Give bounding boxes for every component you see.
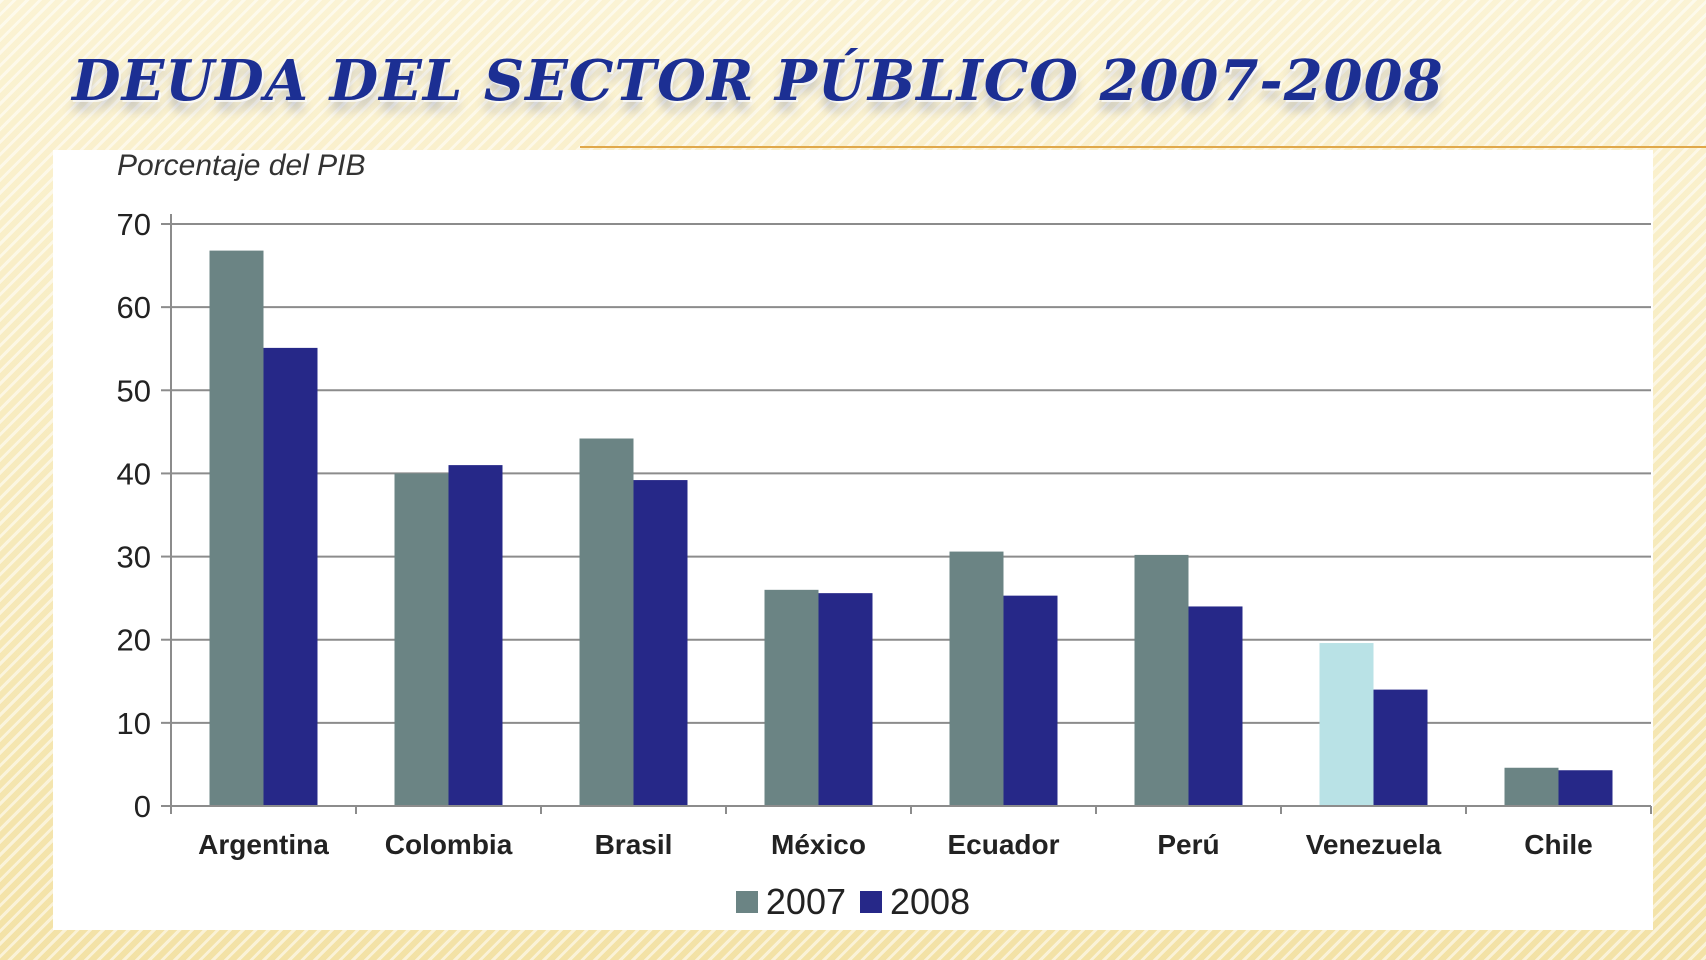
title-divider [580,146,1706,148]
x-tick-label: Chile [1524,829,1592,860]
bar-2008-Chile [1558,770,1613,806]
legend-swatch-2008 [860,891,882,913]
x-tick-label: Argentina [198,829,329,860]
bar-2007-Brasil [579,438,634,806]
bar-2007-Chile [1504,767,1559,806]
bar-2008-México [818,593,873,806]
x-tick-label: Venezuela [1306,829,1442,860]
legend-label-2008: 2008 [890,881,971,922]
x-axis-ticks: Argentina Colombia Brasil México Ecuador Perú… [198,829,1593,860]
chart-panel: Porcentaje del PIB 0 10 20 30 40 50 60 70 Argen… [53,150,1653,930]
y-tick-label: 30 [117,540,151,575]
bar-2008-Brasil [633,480,688,806]
bar-2008-Ecuador [1003,595,1058,806]
bars [209,250,1613,806]
gridlines [171,223,1651,724]
x-tick-label: Ecuador [947,829,1059,860]
x-tick-label: México [771,829,866,860]
bar-chart: Porcentaje del PIB 0 10 20 30 40 50 60 70 Argen… [117,150,1652,860]
bar-2008-Colombia [448,465,503,806]
y-tick-label: 70 [117,207,151,242]
bar-2008-Argentina [263,347,318,806]
bar-2007-Argentina [209,250,264,806]
y-axis-ticks: 0 10 20 30 40 50 60 70 [117,207,171,824]
y-tick-label: 10 [117,706,151,741]
y-tick-label: 20 [117,623,151,658]
y-tick-label: 0 [134,789,151,824]
bar-2008-Perú [1188,606,1243,806]
bar-2007-Ecuador [949,551,1004,806]
legend-item-2008: 2008 [860,881,970,923]
bar-2007-Venezuela [1319,643,1374,806]
y-tick-label: 60 [117,290,151,325]
legend-item-2007: 2007 [735,881,846,923]
bar-2008-Venezuela [1373,689,1428,806]
legend-label-2007: 2007 [765,881,846,922]
slide-title: DEUDA DEL SECTOR PÚBLICO 2007-2008 [72,48,1444,114]
bar-2007-México [764,589,819,806]
legend: 2007 2008 [53,880,1653,924]
x-axis [170,214,1652,814]
x-tick-label: Colombia [385,829,513,860]
y-tick-label: 50 [117,373,151,408]
legend-swatch-2007 [735,891,758,913]
x-tick-label: Brasil [595,829,673,860]
y-tick-label: 40 [117,456,151,491]
y-axis-label: Porcentaje del PIB [117,150,365,182]
bar-2007-Colombia [394,473,449,806]
bar-2007-Perú [1134,554,1189,806]
x-tick-label: Perú [1157,829,1219,860]
